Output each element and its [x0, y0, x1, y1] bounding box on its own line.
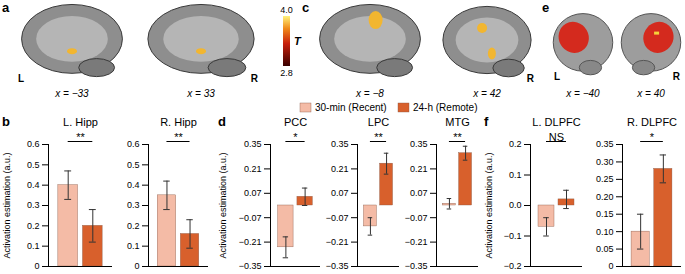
- svg-text:0.3: 0.3: [127, 200, 140, 210]
- svg-text:0.20: 0.20: [596, 192, 614, 202]
- svg-text:R. Hipp: R. Hipp: [160, 116, 197, 128]
- svg-text:R: R: [527, 73, 535, 84]
- svg-text:R: R: [673, 71, 681, 82]
- svg-text:0.2: 0.2: [127, 221, 140, 231]
- svg-text:0.5: 0.5: [27, 160, 40, 170]
- svg-text:0.2: 0.2: [27, 221, 40, 231]
- svg-text:−0.35: −0.35: [326, 261, 349, 271]
- svg-text:x = 42: x = 42: [472, 88, 501, 99]
- svg-text:e: e: [542, 0, 549, 15]
- svg-text:Activation estimation (a.u.): Activation estimation (a.u.): [484, 152, 494, 258]
- svg-text:0.07: 0.07: [331, 188, 349, 198]
- svg-text:L: L: [18, 73, 24, 84]
- svg-text:−0.35: −0.35: [239, 261, 262, 271]
- svg-text:**: **: [374, 131, 383, 143]
- svg-text:0: 0: [34, 261, 39, 271]
- svg-text:**: **: [453, 131, 462, 143]
- svg-text:−0.07: −0.07: [405, 213, 428, 223]
- svg-text:NS: NS: [549, 131, 564, 143]
- svg-text:L. Hipp: L. Hipp: [63, 116, 98, 128]
- svg-text:a: a: [2, 0, 10, 15]
- svg-text:x = −40: x = −40: [565, 88, 600, 99]
- svg-text:*: *: [293, 131, 298, 143]
- svg-text:0.6: 0.6: [27, 139, 40, 149]
- svg-text:−0.2: −0.2: [504, 261, 522, 271]
- svg-text:T: T: [294, 35, 302, 47]
- svg-text:0.15: 0.15: [596, 209, 614, 219]
- svg-text:*: *: [650, 131, 655, 143]
- svg-text:0.21: 0.21: [331, 164, 349, 174]
- svg-text:2.8: 2.8: [280, 68, 293, 78]
- svg-text:x = −33: x = −33: [54, 88, 89, 99]
- svg-text:0.35: 0.35: [331, 139, 349, 149]
- svg-text:−0.07: −0.07: [239, 213, 262, 223]
- svg-text:Activation estimation (a.u.): Activation estimation (a.u.): [218, 152, 228, 258]
- svg-text:PCC: PCC: [284, 116, 307, 128]
- svg-text:b: b: [2, 114, 10, 129]
- svg-text:0.4: 0.4: [27, 180, 40, 190]
- svg-text:L. DLPFC: L. DLPFC: [532, 116, 580, 128]
- svg-text:0.2: 0.2: [509, 139, 522, 149]
- svg-text:30-min (Recent): 30-min (Recent): [315, 102, 387, 113]
- svg-text:−0.35: −0.35: [405, 261, 428, 271]
- svg-text:x = 33: x = 33: [186, 88, 215, 99]
- svg-text:0.1: 0.1: [27, 241, 40, 251]
- svg-text:−0.1: −0.1: [504, 231, 522, 241]
- svg-text:LPC: LPC: [368, 116, 389, 128]
- svg-text:24-h (Remote): 24-h (Remote): [413, 102, 477, 113]
- svg-text:0.10: 0.10: [596, 227, 614, 237]
- svg-text:0.3: 0.3: [27, 200, 40, 210]
- svg-text:0.35: 0.35: [596, 139, 614, 149]
- svg-text:0.05: 0.05: [596, 244, 614, 254]
- svg-text:0.21: 0.21: [410, 164, 428, 174]
- svg-text:L: L: [554, 71, 560, 82]
- svg-text:f: f: [484, 114, 489, 129]
- svg-text:−0.21: −0.21: [326, 237, 349, 247]
- svg-text:0.1: 0.1: [509, 170, 522, 180]
- svg-text:0.4: 0.4: [127, 180, 140, 190]
- svg-text:R: R: [251, 73, 259, 84]
- svg-text:4.0: 4.0: [280, 5, 293, 15]
- svg-text:0: 0: [134, 261, 139, 271]
- svg-text:0.5: 0.5: [127, 160, 140, 170]
- svg-text:0.35: 0.35: [244, 139, 262, 149]
- svg-text:0: 0: [608, 261, 613, 271]
- svg-text:0.35: 0.35: [410, 139, 428, 149]
- svg-text:−0.21: −0.21: [239, 237, 262, 247]
- svg-text:0.6: 0.6: [127, 139, 140, 149]
- svg-text:0.07: 0.07: [244, 188, 262, 198]
- svg-text:**: **: [174, 131, 183, 143]
- svg-text:x = −8: x = −8: [355, 88, 384, 99]
- svg-text:0.0: 0.0: [509, 200, 522, 210]
- svg-text:c: c: [302, 0, 309, 15]
- svg-text:R. DLPFC: R. DLPFC: [627, 116, 677, 128]
- svg-text:MTG: MTG: [445, 116, 469, 128]
- svg-text:0.21: 0.21: [244, 164, 262, 174]
- svg-text:0.25: 0.25: [596, 174, 614, 184]
- svg-text:d: d: [218, 114, 226, 129]
- svg-text:Activation estimation (a.u.): Activation estimation (a.u.): [2, 152, 12, 258]
- svg-text:0.30: 0.30: [596, 157, 614, 167]
- svg-text:−0.07: −0.07: [326, 213, 349, 223]
- svg-text:0.1: 0.1: [127, 241, 140, 251]
- svg-text:0.07: 0.07: [410, 188, 428, 198]
- svg-text:x = 40: x = 40: [636, 88, 665, 99]
- svg-text:**: **: [76, 131, 85, 143]
- svg-text:−0.21: −0.21: [405, 237, 428, 247]
